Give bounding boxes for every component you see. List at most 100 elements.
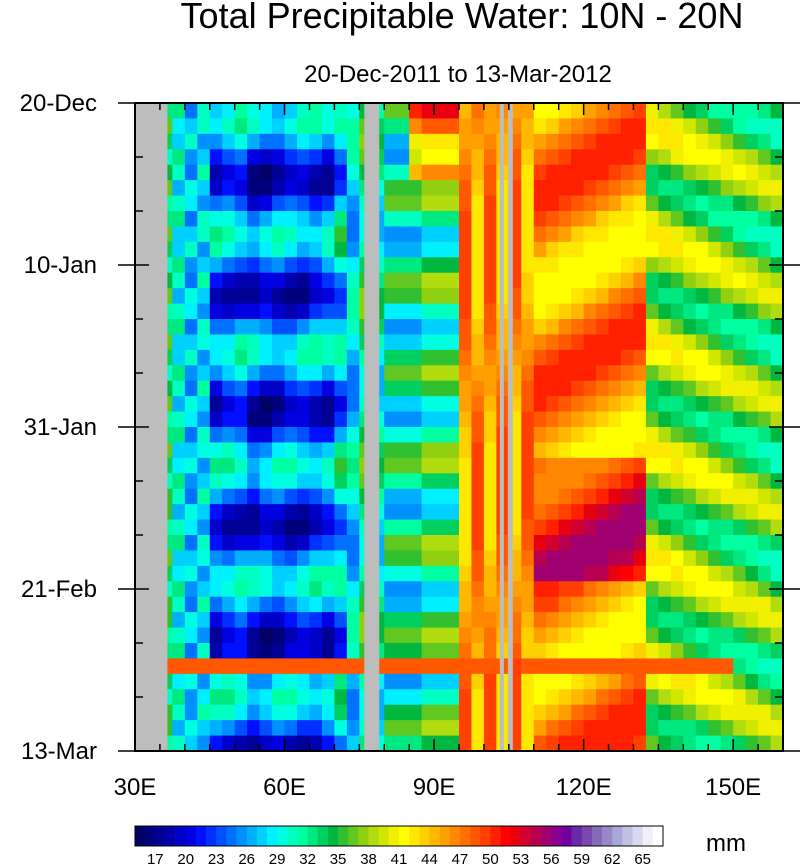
field-cell xyxy=(670,319,684,336)
field-cell xyxy=(633,396,647,413)
colorbar-swatch xyxy=(267,826,278,846)
field-cell xyxy=(222,133,236,150)
field-cell xyxy=(733,673,747,690)
field-cell xyxy=(309,411,323,428)
field-cell xyxy=(247,488,261,505)
field-cell xyxy=(321,565,335,582)
field-cell xyxy=(571,303,585,320)
field-cell xyxy=(745,365,759,382)
field-cell xyxy=(384,133,398,150)
colorbar-swatch xyxy=(206,826,217,846)
field-cell xyxy=(658,365,672,382)
field-cell xyxy=(234,241,248,258)
field-cell xyxy=(720,720,734,737)
field-cell xyxy=(234,612,248,629)
field-cell xyxy=(172,658,186,675)
field-cell xyxy=(409,288,423,305)
field-cell xyxy=(533,303,547,320)
field-cell xyxy=(758,581,772,598)
field-cell xyxy=(621,241,635,258)
field-cell xyxy=(284,334,298,351)
field-cell xyxy=(770,288,783,305)
field-cell xyxy=(758,241,772,258)
field-cell xyxy=(558,211,572,228)
field-cell xyxy=(571,612,585,629)
field-cell xyxy=(297,704,311,721)
field-cell xyxy=(421,550,435,567)
field-cell xyxy=(621,535,635,552)
field-cell xyxy=(247,473,261,490)
field-cell xyxy=(770,720,783,737)
field-cell xyxy=(321,303,335,320)
field-cell xyxy=(483,488,497,505)
field-cell xyxy=(596,658,610,675)
field-cell xyxy=(571,103,585,120)
field-cell xyxy=(396,319,410,336)
field-cell xyxy=(658,581,672,598)
field-cell xyxy=(658,103,672,120)
field-cell xyxy=(596,504,610,521)
colorbar-unit: mm xyxy=(706,830,746,857)
field-cell xyxy=(621,519,635,536)
field-cell xyxy=(297,380,311,397)
field-cell xyxy=(209,272,223,289)
field-cell xyxy=(396,149,410,166)
field-cell xyxy=(334,211,348,228)
field-cell xyxy=(272,627,286,644)
field-cell xyxy=(571,396,585,413)
field-cell xyxy=(471,118,485,135)
field-cell xyxy=(197,118,211,135)
field-cell xyxy=(645,519,659,536)
colorbar-swatch xyxy=(551,826,562,846)
field-cell xyxy=(396,103,410,120)
field-cell xyxy=(670,365,684,382)
field-cell xyxy=(758,164,772,181)
colorbar-swatch xyxy=(368,826,379,846)
field-cell xyxy=(434,720,448,737)
field-cell xyxy=(184,457,198,474)
field-cell xyxy=(459,565,473,582)
field-cell xyxy=(596,689,610,706)
field-cell xyxy=(459,164,473,181)
field-cell xyxy=(172,396,186,413)
field-cell xyxy=(708,550,722,567)
field-cell xyxy=(645,303,659,320)
field-cell xyxy=(396,118,410,135)
field-cell xyxy=(483,272,497,289)
field-cell xyxy=(683,565,697,582)
field-cell xyxy=(222,380,236,397)
field-cell xyxy=(446,365,460,382)
field-cell xyxy=(321,180,335,197)
field-cell xyxy=(446,288,460,305)
field-cell xyxy=(172,319,186,336)
field-cell xyxy=(708,180,722,197)
field-cell xyxy=(670,442,684,459)
field-cell xyxy=(384,334,398,351)
field-cell xyxy=(708,735,722,751)
field-cell xyxy=(758,488,772,505)
field-cell xyxy=(346,704,360,721)
field-cell xyxy=(683,319,697,336)
field-cell xyxy=(284,195,298,212)
field-cell xyxy=(745,288,759,305)
field-cell xyxy=(471,396,485,413)
field-cell xyxy=(695,241,709,258)
field-cell xyxy=(297,257,311,274)
field-cell xyxy=(309,257,323,274)
field-cell xyxy=(222,195,236,212)
field-cell xyxy=(720,365,734,382)
field-cell xyxy=(396,627,410,644)
field-cell xyxy=(546,411,560,428)
field-cell xyxy=(770,195,783,212)
field-cell xyxy=(633,473,647,490)
field-cell xyxy=(209,226,223,243)
field-cell xyxy=(434,303,448,320)
field-cell xyxy=(658,519,672,536)
field-cell xyxy=(284,257,298,274)
field-cell xyxy=(645,319,659,336)
field-cell xyxy=(396,411,410,428)
field-cell xyxy=(645,643,659,660)
field-cell xyxy=(284,488,298,505)
field-cell xyxy=(483,427,497,444)
field-cell xyxy=(184,704,198,721)
